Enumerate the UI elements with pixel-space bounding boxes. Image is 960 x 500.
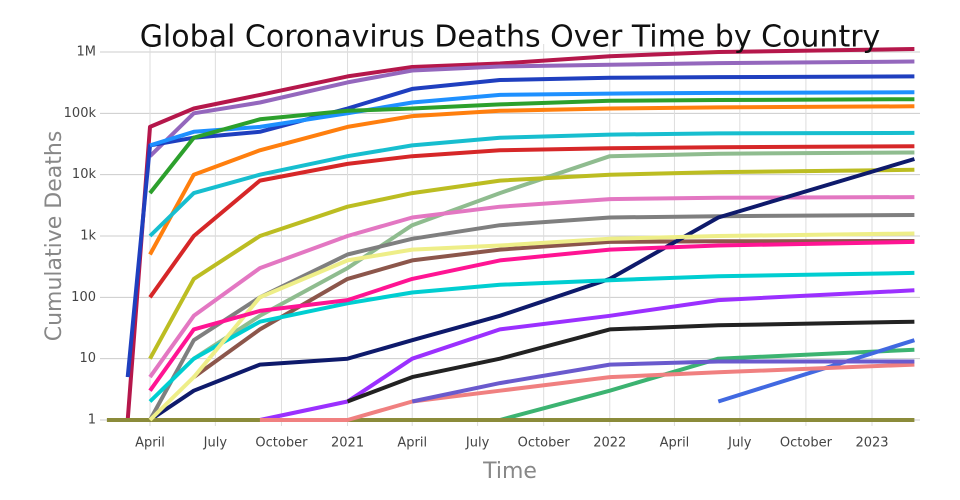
- series-line: [148, 104, 915, 256]
- series-line: [148, 195, 915, 379]
- series-lines: [106, 47, 915, 422]
- tick-labels: 1 10 100 1k 10k 100k 1M April July October 2021 Apr…: [64, 45, 889, 451]
- x-axis-title: Time: [482, 459, 537, 484]
- y-axis-title: Cumulative Deaths: [42, 131, 67, 342]
- series-line: [148, 59, 915, 158]
- series-line: [259, 362, 915, 422]
- x-tick-label: October: [255, 436, 308, 451]
- series-line: [717, 338, 915, 404]
- y-tick-label: 1: [88, 413, 96, 428]
- series-line: [148, 130, 915, 238]
- x-tick-label: 2022: [593, 436, 626, 451]
- x-tick-label: October: [518, 436, 571, 451]
- y-tick-label: 1M: [77, 45, 97, 60]
- x-tick-label: 2023: [855, 436, 888, 451]
- y-tick-label: 10k: [72, 167, 97, 182]
- series-line: [411, 359, 915, 404]
- x-tick-label: July: [465, 436, 490, 451]
- x-tick-label: April: [660, 436, 690, 451]
- series-line: [148, 213, 915, 421]
- series-line: [125, 47, 915, 421]
- x-tick-label: July: [203, 436, 228, 451]
- series-line: [148, 97, 915, 195]
- series-line: [148, 231, 915, 422]
- series-line: [125, 74, 915, 378]
- chart-title: Global Coronavirus Deaths Over Time by C…: [140, 20, 881, 55]
- series-line: [148, 144, 915, 299]
- x-tick-label: April: [135, 436, 165, 451]
- y-tick-label: 1k: [80, 229, 96, 244]
- y-tick-label: 10: [79, 351, 96, 366]
- y-tick-label: 100k: [64, 106, 97, 121]
- x-tick-label: October: [780, 436, 833, 451]
- series-line: [346, 319, 915, 404]
- y-tick-label: 100: [71, 290, 96, 305]
- x-tick-label: 2021: [331, 436, 364, 451]
- series-line: [148, 239, 915, 392]
- series-line: [192, 239, 915, 379]
- x-tick-label: July: [727, 436, 752, 451]
- series-line: [148, 270, 915, 403]
- series-line: [148, 167, 915, 360]
- x-tick-label: April: [397, 436, 427, 451]
